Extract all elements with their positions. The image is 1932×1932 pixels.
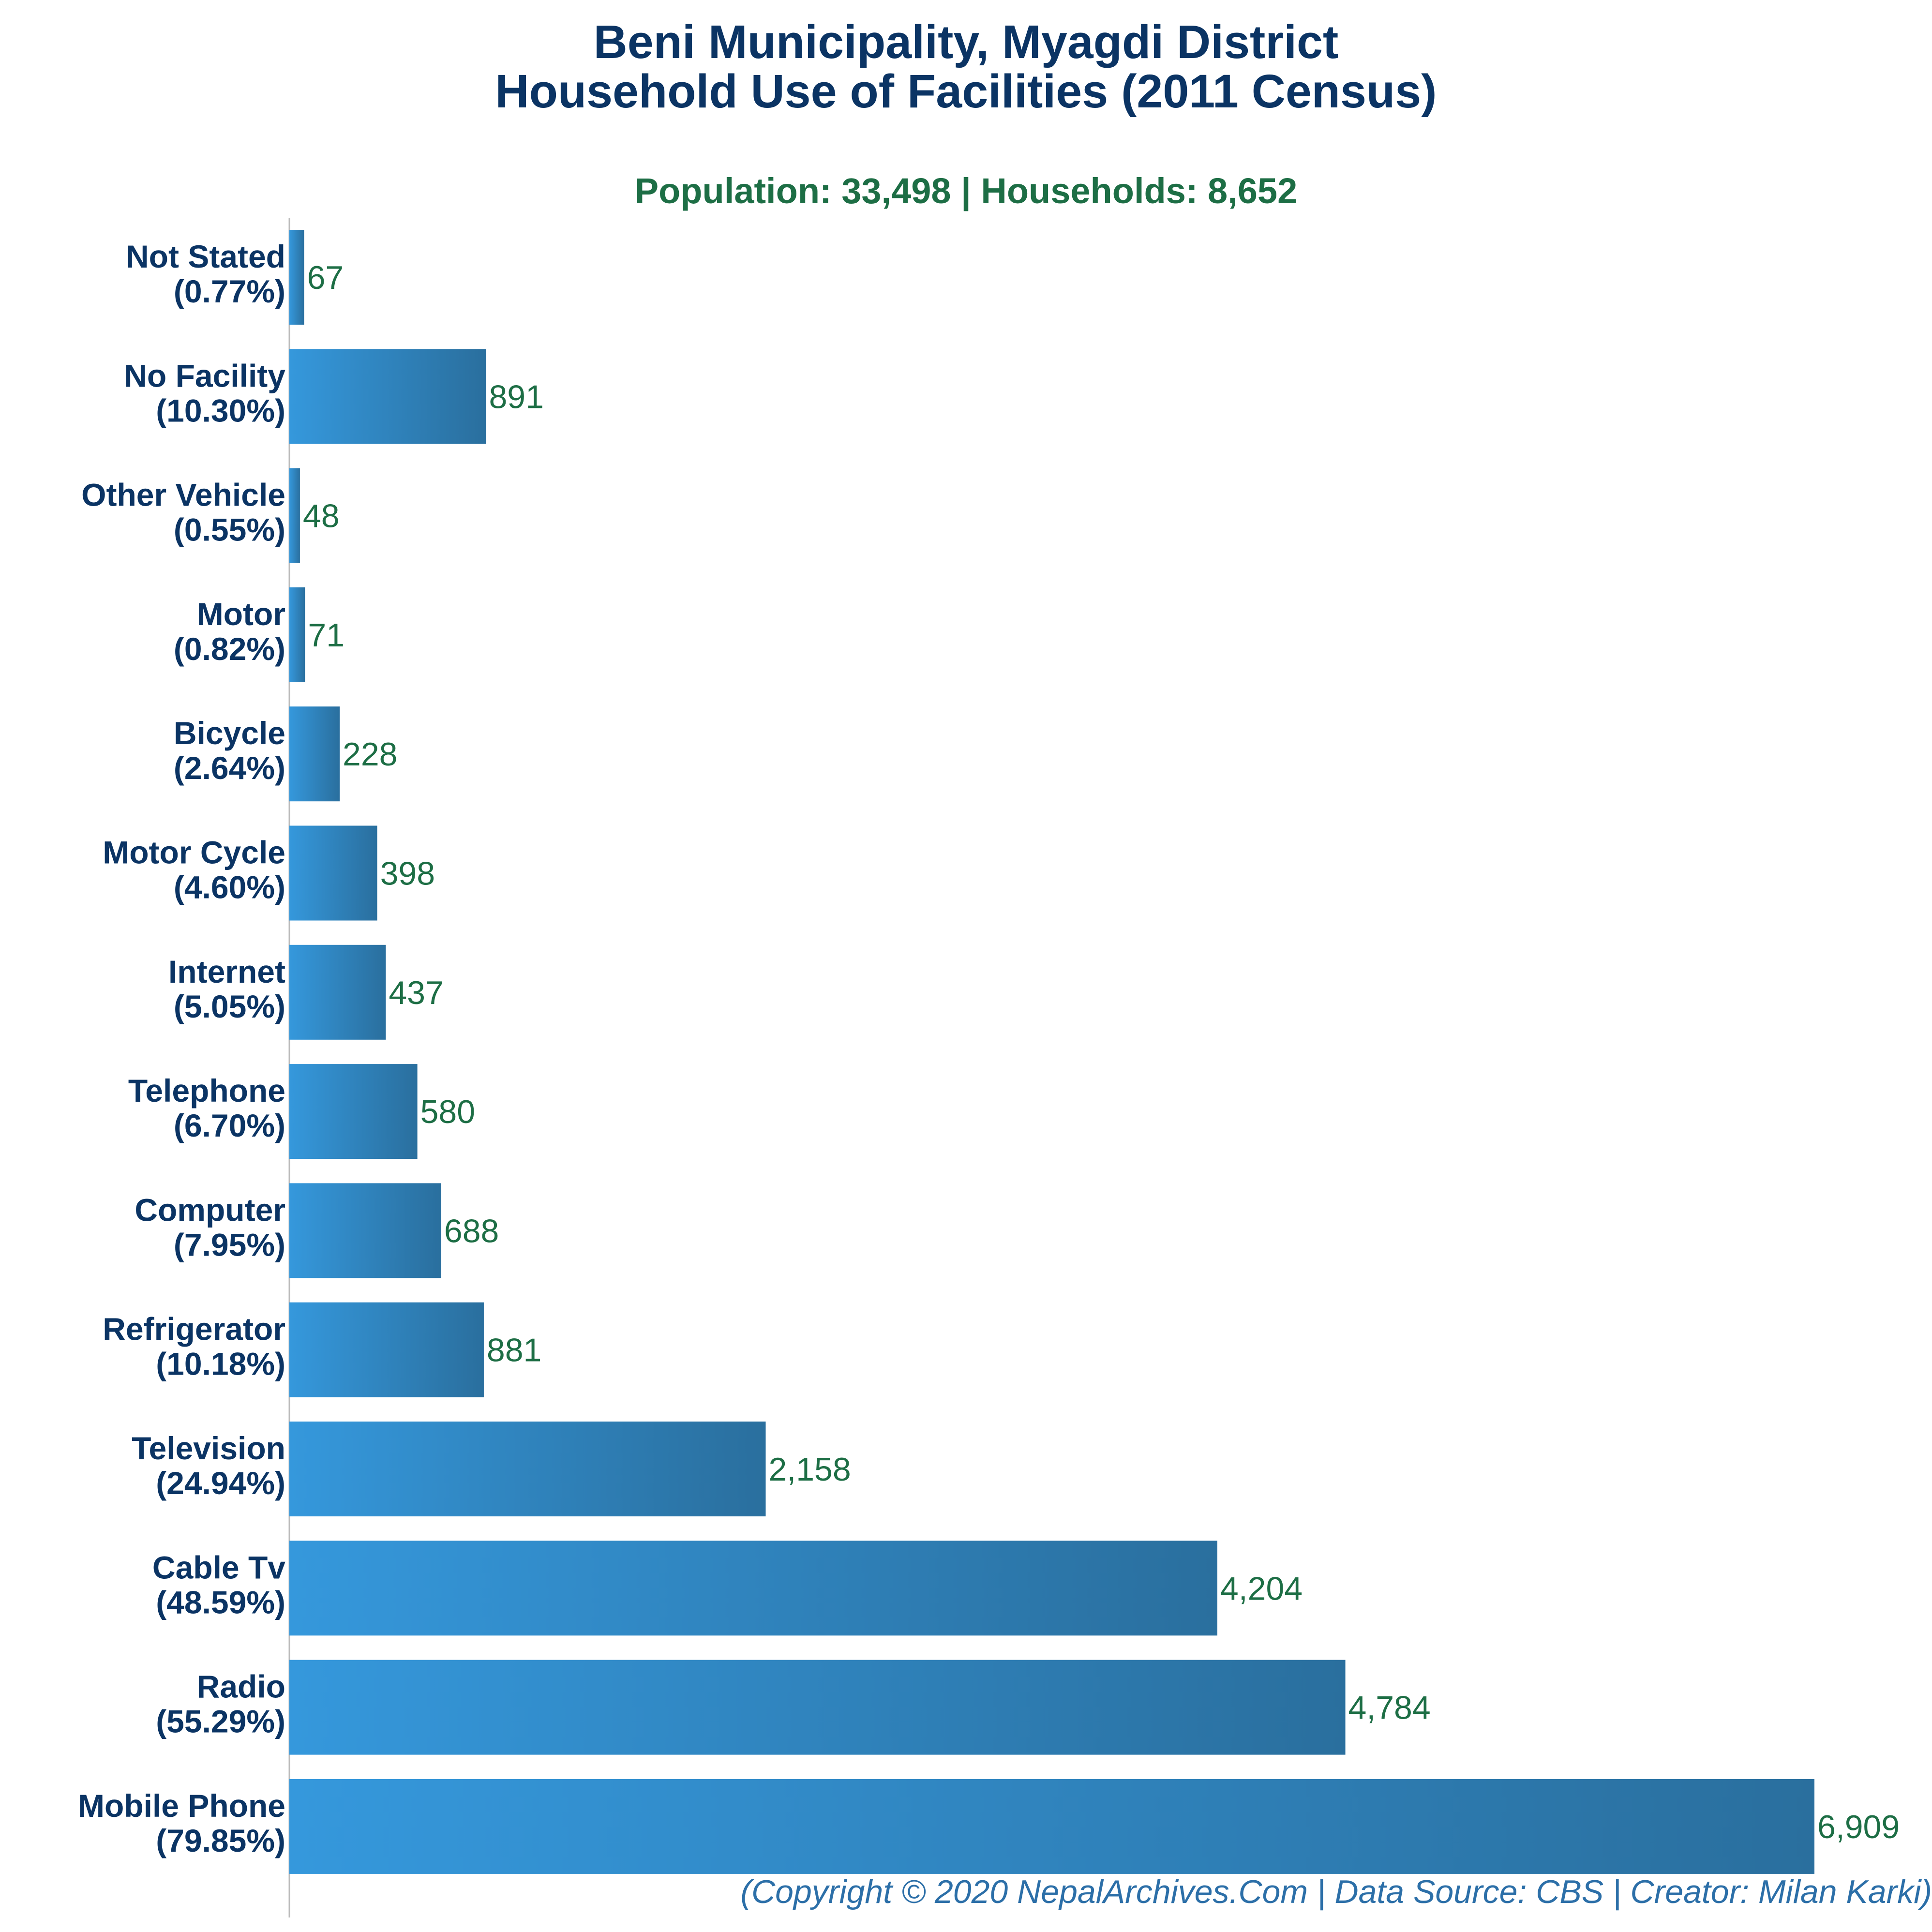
- value-label-mobile-phone: 6,909: [1817, 1809, 1900, 1845]
- value-label-internet: 437: [389, 974, 443, 1011]
- category-label-mobile-phone: Mobile Phone: [78, 1788, 285, 1824]
- category-label-bicycle: Bicycle: [174, 715, 285, 751]
- value-label-no-facility: 891: [489, 378, 543, 415]
- bar-television: [289, 1422, 766, 1516]
- percent-label-television: (24.94%): [156, 1465, 285, 1501]
- category-label-radio: Radio: [197, 1669, 285, 1705]
- title-line-2: Household Use of Facilities (2011 Census…: [495, 65, 1437, 118]
- value-label-computer: 688: [444, 1213, 499, 1249]
- value-label-motor: 71: [308, 617, 344, 654]
- title-line-1: Beni Municipality, Myagdi District: [593, 15, 1339, 68]
- value-label-bicycle: 228: [343, 736, 397, 773]
- bar-cable-tv: [289, 1541, 1217, 1636]
- category-label-no-facility: No Facility: [124, 358, 285, 393]
- category-label-motor-cycle: Motor Cycle: [103, 835, 285, 870]
- bar-other-vehicle: [289, 468, 300, 563]
- value-label-telephone: 580: [420, 1093, 475, 1130]
- category-label-cable-tv: Cable Tv: [152, 1549, 285, 1585]
- value-label-cable-tv: 4,204: [1220, 1570, 1303, 1607]
- percent-label-refrigerator: (10.18%): [156, 1346, 285, 1382]
- percent-label-motor: (0.82%): [174, 631, 285, 667]
- percent-label-telephone: (6.70%): [174, 1108, 285, 1143]
- bar-motor: [289, 587, 305, 682]
- footer-credit: (Copyright © 2020 NepalArchives.Com | Da…: [740, 1873, 1932, 1910]
- category-label-computer: Computer: [135, 1192, 285, 1228]
- category-label-internet: Internet: [168, 954, 285, 989]
- bar-radio: [289, 1660, 1346, 1755]
- bar-computer: [289, 1183, 441, 1278]
- percent-label-mobile-phone: (79.85%): [156, 1823, 285, 1858]
- value-label-radio: 4,784: [1348, 1690, 1431, 1726]
- percent-label-other-vehicle: (0.55%): [174, 512, 285, 548]
- bar-not-stated: [289, 230, 304, 325]
- value-label-motor-cycle: 398: [380, 855, 435, 892]
- percent-label-cable-tv: (48.59%): [156, 1584, 285, 1620]
- category-label-other-vehicle: Other Vehicle: [81, 477, 285, 513]
- bar-no-facility: [289, 349, 486, 444]
- category-label-motor: Motor: [197, 596, 285, 632]
- category-label-not-stated: Not Stated: [126, 239, 285, 274]
- bar-internet: [289, 944, 386, 1040]
- category-label-telephone: Telephone: [128, 1073, 285, 1108]
- bar-motor-cycle: [289, 825, 377, 921]
- bar-bicycle: [289, 706, 340, 802]
- bar-refrigerator: [289, 1302, 484, 1397]
- chart-subtitle: Population: 33,498 | Households: 8,652: [634, 171, 1298, 211]
- percent-label-computer: (7.95%): [174, 1227, 285, 1262]
- percent-label-internet: (5.05%): [174, 988, 285, 1024]
- bar-mobile-phone: [289, 1779, 1814, 1874]
- bars-group: 67 Not Stated(0.77%) 891 No Facility(10.30%…: [78, 230, 1900, 1874]
- category-label-refrigerator: Refrigerator: [103, 1311, 285, 1347]
- value-label-other-vehicle: 48: [303, 498, 340, 535]
- bar-telephone: [289, 1064, 418, 1159]
- value-label-not-stated: 67: [307, 259, 344, 296]
- chart-title: Beni Municipality, Myagdi District House…: [0, 17, 1932, 116]
- percent-label-not-stated: (0.77%): [174, 273, 285, 309]
- value-label-television: 2,158: [769, 1451, 851, 1488]
- percent-label-radio: (55.29%): [156, 1704, 285, 1739]
- percent-label-motor-cycle: (4.60%): [174, 869, 285, 905]
- percent-label-no-facility: (10.30%): [156, 392, 285, 428]
- category-label-television: Television: [132, 1430, 285, 1466]
- percent-label-bicycle: (2.64%): [174, 750, 285, 786]
- value-label-refrigerator: 881: [487, 1332, 541, 1369]
